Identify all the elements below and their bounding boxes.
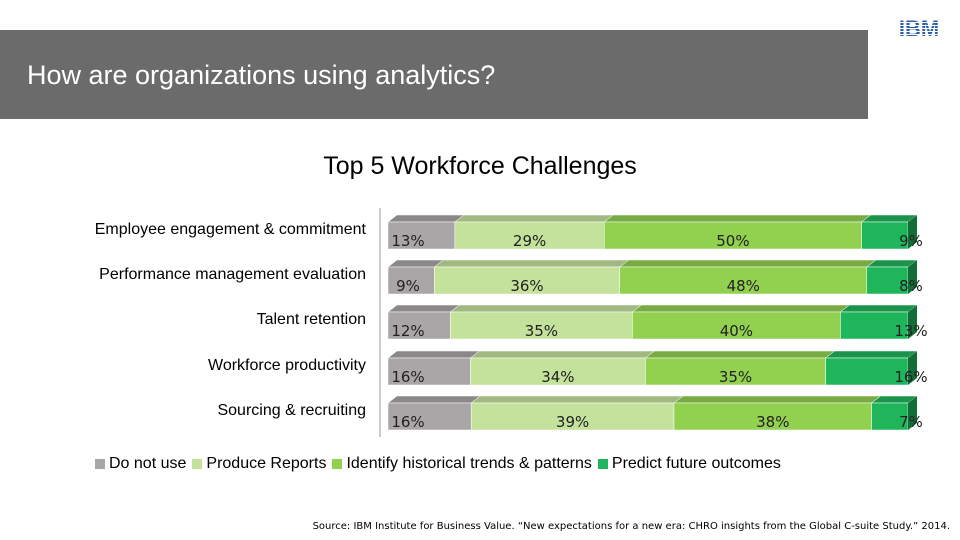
data-label: 48% — [727, 277, 760, 295]
bar-top-produce-reports — [433, 259, 630, 268]
data-label: 16% — [391, 368, 424, 386]
legend-label-identify-trends: Identify historical trends & patterns — [346, 455, 592, 472]
data-label: 39% — [556, 413, 589, 431]
bar-top-identify-trends — [603, 214, 872, 223]
bar-top-produce-reports — [449, 304, 643, 313]
bar-side-predict-outcomes — [908, 260, 917, 294]
data-label: 35% — [719, 368, 752, 386]
bar-identify-trends — [603, 221, 862, 250]
data-label: 7% — [899, 413, 923, 431]
data-label: 8% — [899, 277, 923, 295]
data-label: 50% — [716, 232, 749, 250]
bar-do-not-use — [387, 311, 451, 340]
bar-side-predict-outcomes — [908, 305, 917, 339]
bar-top-do-not-use — [387, 395, 481, 404]
logo-text: IBM — [898, 16, 940, 41]
bar-top-do-not-use — [387, 304, 461, 313]
bar-top-identify-trends — [618, 259, 877, 268]
bar-predict-outcomes — [871, 402, 909, 431]
data-label: 13% — [391, 232, 424, 250]
bar-top-identify-trends — [631, 304, 851, 313]
bar-predict-outcomes — [866, 266, 909, 295]
category-label: Performance management evaluation — [99, 266, 366, 283]
bar-do-not-use — [387, 266, 435, 295]
bar-produce-reports — [454, 221, 605, 250]
data-label: 34% — [541, 368, 574, 386]
legend-swatch-predict-outcomes — [597, 459, 608, 469]
legend-swatch-do-not-use — [95, 459, 105, 469]
bar-produce-reports — [470, 402, 675, 431]
bar-identify-trends — [632, 311, 841, 340]
data-label: 16% — [894, 368, 927, 386]
bar-produce-reports — [450, 311, 633, 340]
chart-legend: Do not use Produce Reports Identify hist… — [95, 455, 787, 473]
source-citation: Source: IBM Institute for Business Value… — [312, 521, 950, 532]
legend-item-produce-reports: Produce Reports — [192, 455, 326, 473]
data-label: 9% — [396, 277, 420, 295]
data-label: 40% — [720, 322, 753, 340]
bar-top-produce-reports — [470, 395, 684, 404]
data-label: 13% — [894, 322, 927, 340]
header-band — [0, 30, 868, 119]
bar-predict-outcomes — [825, 357, 909, 386]
bar-top-produce-reports — [454, 214, 614, 223]
bar-produce-reports — [434, 266, 620, 295]
bar-identify-trends — [673, 402, 872, 431]
legend-label-do-not-use: Do not use — [109, 455, 187, 472]
legend-item-predict-outcomes: Predict future outcomes — [597, 455, 781, 473]
legend-label-produce-reports: Produce Reports — [206, 455, 327, 472]
data-label: 38% — [756, 413, 789, 431]
data-label: 16% — [391, 413, 424, 431]
bar-top-produce-reports — [469, 350, 656, 359]
bar-top-identify-trends — [644, 350, 836, 359]
legend-label-predict-outcomes: Predict future outcomes — [611, 455, 781, 472]
legend-swatch-identify-trends — [332, 459, 343, 469]
legend-swatch-produce-reports — [192, 459, 203, 469]
bar-side-predict-outcomes — [908, 215, 917, 249]
bar-top-predict-outcomes — [860, 214, 918, 223]
bar-identify-trends — [619, 266, 868, 295]
bar-top-identify-trends — [673, 395, 882, 404]
category-label: Sourcing & recruiting — [217, 402, 366, 419]
page-title: How are organizations using analytics? — [27, 60, 496, 90]
data-label: 29% — [513, 232, 546, 250]
bar-identify-trends — [645, 357, 826, 386]
bar-top-predict-outcomes — [824, 350, 918, 359]
chart-title: Top 5 Workforce Challenges — [323, 152, 637, 180]
legend-item-identify-trends: Identify historical trends & patterns — [332, 455, 592, 473]
data-label: 36% — [510, 277, 543, 295]
bar-predict-outcomes — [840, 311, 909, 340]
data-label: 35% — [525, 322, 558, 340]
bar-do-not-use — [387, 357, 471, 386]
ibm-logo: IBM — [893, 17, 945, 41]
bar-side-predict-outcomes — [908, 351, 917, 385]
data-label: 12% — [391, 322, 424, 340]
category-label: Employee engagement & commitment — [95, 221, 367, 238]
category-label: Talent retention — [257, 311, 366, 328]
category-label: Workforce productivity — [208, 357, 366, 374]
bar-top-do-not-use — [387, 259, 445, 268]
bar-do-not-use — [387, 402, 472, 431]
bar-top-do-not-use — [387, 350, 481, 359]
data-label: 9% — [899, 232, 923, 250]
bar-top-predict-outcomes — [839, 304, 918, 313]
legend-item-do-not-use: Do not use — [95, 455, 186, 473]
bar-top-do-not-use — [387, 214, 465, 223]
bar-do-not-use — [387, 221, 456, 250]
bar-side-predict-outcomes — [908, 396, 917, 430]
